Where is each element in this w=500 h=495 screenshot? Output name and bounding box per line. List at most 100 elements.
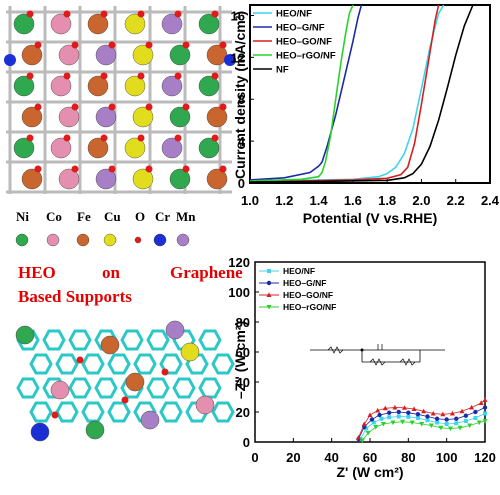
element-legend-ball [76, 233, 90, 247]
eis-y-tick-label: 60 [236, 345, 250, 360]
eis-data-point [396, 414, 401, 419]
eis-data-point [476, 420, 482, 426]
graphene-nanoparticle [195, 395, 215, 415]
eis-data-point [415, 412, 421, 417]
lattice-oxygen [26, 134, 34, 142]
graphene-hexagon [107, 353, 131, 375]
eis-legend-marker [266, 305, 272, 310]
lattice-atom [50, 13, 72, 35]
lattice-atom [13, 137, 35, 159]
lsv-x-tick-label: 1.0 [241, 193, 259, 208]
element-legend-label: Mn [176, 209, 196, 224]
lattice-atom [124, 75, 146, 97]
lattice-oxygen [26, 72, 34, 80]
eis-data-point [434, 416, 440, 421]
eis-legend-label: HEO–G/NF [283, 278, 326, 288]
eis-data-point [448, 426, 453, 432]
lattice-oxygen [219, 103, 227, 111]
graphene-oxygen [161, 368, 169, 376]
lattice-atom [132, 44, 154, 66]
eis-data-point [473, 409, 478, 415]
heading-word: on [102, 263, 121, 282]
lsv-x-tick-label: 1.6 [344, 193, 362, 208]
graphene-hexagon [198, 329, 222, 351]
lsv-legend: HEO/NF HEO–G/NF HEO–GO/NF HEO–rGO/NF NF [253, 9, 336, 76]
eis-x-axis-label: Z' (W cm²) [336, 464, 403, 480]
eis-data-point [454, 421, 459, 426]
graphene-support-image [12, 318, 235, 446]
eis-data-point [463, 413, 469, 418]
graphene-hexagon [107, 401, 131, 423]
eis-data-point [478, 400, 484, 405]
lattice-atom [206, 106, 228, 128]
element-legend-label: Cr [155, 209, 170, 224]
lsv-x-tick-label: 1.8 [378, 193, 396, 208]
eis-data-point [463, 419, 468, 423]
eis-x-tick-label: 20 [286, 450, 300, 465]
eis-data-point [386, 410, 392, 415]
lsv-series-line [249, 4, 440, 183]
lattice-oxygen [63, 10, 71, 18]
eis-data-point [438, 425, 444, 431]
element-legend-label: Fe [77, 209, 91, 224]
lsv-x-tick-label: 2.0 [412, 193, 430, 208]
graphene-nanoparticle [100, 335, 120, 355]
eis-data-point [483, 411, 487, 416]
lsv-series-line [249, 4, 354, 182]
lsv-series-line [249, 4, 363, 181]
eis-data-point [425, 418, 430, 423]
eis-data-point [449, 410, 455, 416]
lattice-oxygen [63, 134, 71, 142]
eis-y-tick-label: 100 [228, 285, 250, 300]
lattice-oxygen [100, 72, 108, 80]
heading-word: Graphene [170, 263, 243, 282]
eis-series-line [361, 420, 486, 441]
lattice-atom [169, 44, 191, 66]
eis-chart: 0 20 40 60 80 100 120 0 20 40 60 80 100 120 –Z'' (W c… [228, 255, 496, 480]
heading: HEO on Graphene Based Supports [18, 263, 243, 306]
graphene-hexagon [159, 401, 183, 423]
eis-legend-label: HEO–rGO/NF [283, 302, 336, 312]
lsv-y-tick-label: 0 [238, 176, 245, 191]
eis-data-point [430, 410, 436, 416]
lattice-oxygen [174, 72, 182, 80]
graphene-hexagon [42, 329, 66, 351]
lsv-legend-label: NF [276, 65, 289, 76]
lattice-atom [161, 75, 183, 97]
lattice-atom [198, 137, 220, 159]
lattice-oxygen [137, 134, 145, 142]
eis-series-line [358, 399, 486, 438]
lsv-y-tick-label: 12 [231, 50, 245, 65]
lattice-oxygen [211, 10, 219, 18]
eis-data-point [375, 407, 381, 413]
lattice-atom [21, 44, 43, 66]
graphene-hexagon [81, 353, 105, 375]
lsv-x-axis-label: Potential (V vs.RHE) [303, 210, 438, 226]
heading-word: HEO [18, 263, 56, 282]
lattice-oxygen [174, 10, 182, 18]
graphene-hexagon [146, 377, 170, 399]
lattice-oxygen [34, 103, 42, 111]
eis-x-tick-label: 60 [363, 450, 377, 465]
eis-data-point [382, 405, 388, 411]
lattice-atom [21, 168, 43, 190]
eis-data-point [444, 417, 449, 422]
eis-data-point [409, 420, 415, 426]
lattice-oxygen [182, 41, 190, 49]
graphene-hexagon [81, 401, 105, 423]
eis-x-tick-label: 0 [251, 450, 258, 465]
element-legend-label: Co [46, 209, 62, 224]
lattice-oxygen [100, 134, 108, 142]
element-legend-label: Ni [16, 209, 29, 224]
eis-x-tick-label: 80 [401, 450, 415, 465]
lattice-atom [161, 137, 183, 159]
eis-data-point [425, 414, 430, 419]
lattice-atom [50, 137, 72, 159]
equivalent-circuit-icon [310, 344, 445, 366]
lattice-atom [58, 168, 80, 190]
graphene-hexagon [133, 401, 157, 423]
eis-data-point [379, 416, 384, 421]
graphene-hexagon [68, 329, 92, 351]
lattice-atom [95, 106, 117, 128]
lattice-atom [124, 137, 146, 159]
